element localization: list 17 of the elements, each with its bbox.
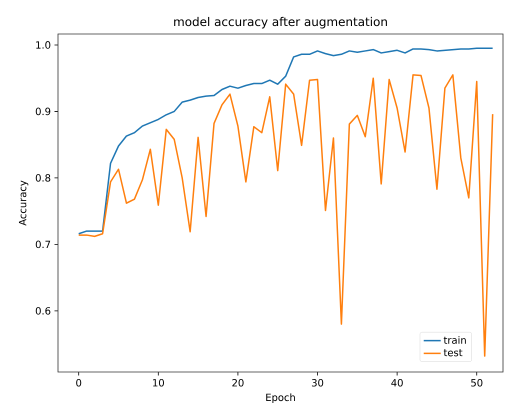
y-tick-label: 0.8 — [36, 174, 50, 182]
x-tick-label: 10 — [153, 379, 164, 387]
x-tick-label: 0 — [76, 379, 82, 387]
y-tick-label: 0.7 — [36, 240, 50, 248]
x-tick-label: 50 — [471, 379, 482, 387]
x-tick-label: 40 — [391, 379, 403, 387]
x-tick-label: 30 — [312, 379, 324, 387]
x-axis-title: Epoch — [266, 393, 295, 404]
y-axis-title: Accuracy — [18, 180, 28, 226]
x-tick-label: 20 — [232, 379, 244, 387]
line-series — [78, 74, 494, 357]
y-tick-label: 0.6 — [36, 307, 50, 315]
legend-label: test — [444, 349, 462, 356]
y-tick-label: 1.0 — [36, 41, 50, 49]
legend-label: train — [444, 336, 466, 344]
chart-title: model accuracy after augmentation — [174, 16, 387, 28]
y-tick-label: 0.9 — [36, 108, 50, 116]
